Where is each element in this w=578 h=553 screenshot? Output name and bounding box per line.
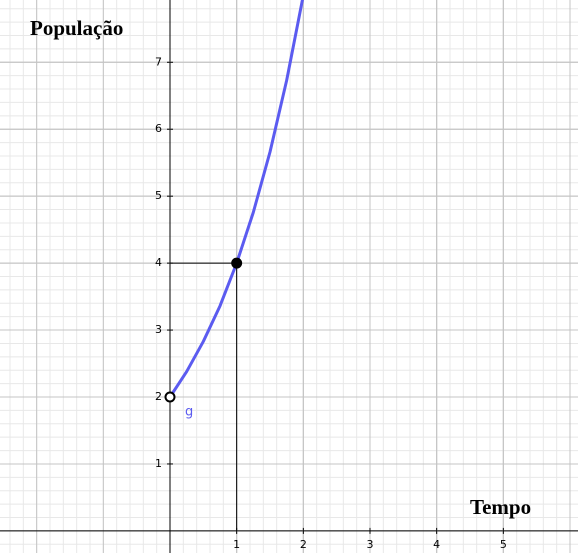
x-tick-label: 4 [433, 538, 440, 551]
y-tick-label: 7 [155, 55, 162, 68]
point [231, 257, 243, 269]
x-tick-label: 3 [367, 538, 374, 551]
y-axis-label: População [30, 16, 123, 40]
point [164, 391, 176, 403]
y-tick-label: 1 [155, 457, 162, 470]
y-tick-label: 6 [155, 122, 162, 135]
y-tick-label: 5 [155, 189, 162, 202]
y-tick-label: 3 [155, 323, 162, 336]
x-tick-label: 2 [300, 538, 307, 551]
y-tick-label: 2 [155, 390, 162, 403]
function-label: g [185, 405, 193, 420]
x-axis-label: Tempo [470, 495, 531, 519]
x-tick-label: 5 [500, 538, 507, 551]
x-tick-label: 1 [233, 538, 240, 551]
y-tick-label: 4 [155, 256, 162, 269]
